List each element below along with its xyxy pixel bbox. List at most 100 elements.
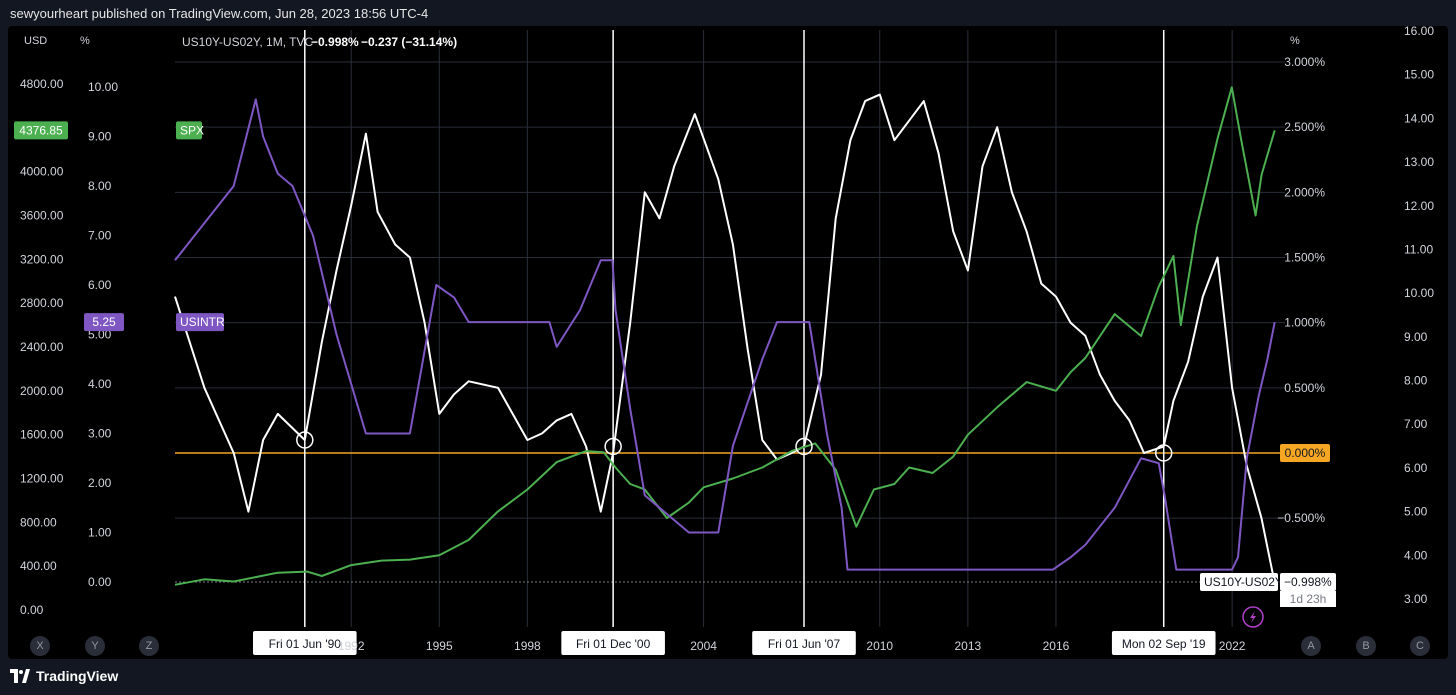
marker-circle	[296, 431, 314, 449]
time-tick-label: 2010	[866, 639, 893, 653]
marker-circle	[795, 437, 813, 456]
date-label-box	[752, 631, 856, 655]
far-right-tick-label: 5.00	[1404, 505, 1428, 519]
countdown-box	[1280, 591, 1336, 607]
right-pct-axis-title: %	[1290, 35, 1300, 47]
left-usd-tick-label: 1200.00	[20, 472, 64, 486]
far-right-tick-label: 8.00	[1404, 374, 1428, 388]
marker-circle	[604, 437, 622, 456]
left-pct-tick-label: 10.00	[88, 80, 118, 94]
far-right-tick-label: 7.00	[1404, 417, 1428, 431]
right-pct-tick-label: 1.000%	[1284, 316, 1325, 330]
legend-change: −0.237 (−31.14%)	[361, 35, 457, 49]
usintr-value-badge-box	[84, 313, 124, 332]
footer-brand: TradingView	[36, 668, 119, 684]
left-pct-tick-label: 1.00	[88, 526, 112, 540]
spread-value-badge-box	[1280, 573, 1336, 591]
far-right-tick-label: 6.00	[1404, 461, 1428, 475]
far-right-tick-label: 13.00	[1404, 155, 1434, 169]
left-usd-axis-title: USD	[24, 35, 47, 47]
far-right-tick-label: 3.00	[1404, 592, 1428, 606]
spx-value-badge: 4376.85	[19, 123, 63, 137]
left-pct-tick-label: 3.00	[88, 427, 112, 441]
date-label-box	[1111, 631, 1216, 655]
left-pct-tick-label: 7.00	[88, 229, 112, 243]
left-usd-tick-label: 4000.00	[20, 165, 64, 179]
time-tick-label: 2004	[690, 639, 717, 653]
left-pct-tick-label: 9.00	[88, 130, 112, 144]
right-pct-tick-label: 1.500%	[1284, 251, 1325, 265]
time-tick-label: 1998	[514, 639, 541, 653]
b-axis-button[interactable]: B	[1356, 636, 1376, 656]
far-right-tick-label: 16.00	[1404, 24, 1434, 38]
left-usd-tick-label: 0.00	[20, 603, 44, 617]
right-pct-tick-label: 2.500%	[1284, 120, 1325, 134]
time-tick-label: 1995	[426, 639, 453, 653]
spx-label-badge-box	[176, 121, 202, 140]
x-axis-button[interactable]: X	[30, 636, 50, 656]
left-usd-tick-label: 3200.00	[20, 252, 64, 266]
far-right-tick-label: 12.00	[1404, 199, 1434, 213]
date-label: Fri 01 Jun '90	[269, 637, 342, 651]
far-right-tick-label: 9.00	[1404, 330, 1428, 344]
zero-value-badge: 0.000%	[1285, 446, 1326, 460]
tradingview-logo-icon	[10, 669, 30, 683]
time-tick-label: 2013	[955, 639, 982, 653]
axis-labels: 1992 1995 1998 2004 2010 2013 2016 2022 4800.00 4…	[20, 24, 1434, 653]
z-axis-button[interactable]: Z	[139, 636, 159, 656]
date-label: Fri 01 Jun '07	[768, 637, 841, 651]
left-usd-tick-label: 2000.00	[20, 384, 64, 398]
grid-lines	[175, 30, 1285, 627]
usintr-label-badge-box	[176, 313, 224, 332]
marker-circles	[296, 431, 1173, 462]
left-usd-tick-label: 3600.00	[20, 209, 64, 223]
left-usd-tick-label: 4800.00	[20, 77, 64, 91]
usintr-label-badge: USINTR	[180, 315, 225, 329]
legend-symbol: US10Y-US02Y, 1M, TVC	[182, 35, 314, 49]
series-line-spx	[174, 86, 1276, 586]
right-pct-tick-label: 0.500%	[1284, 381, 1325, 395]
time-tick-label: 2016	[1043, 639, 1070, 653]
left-pct-tick-label: 8.00	[88, 179, 112, 193]
footer: TradingView	[10, 668, 118, 684]
a-axis-button[interactable]: A	[1301, 636, 1321, 656]
far-right-tick-label: 15.00	[1404, 68, 1434, 82]
left-usd-tick-label: 800.00	[20, 515, 57, 529]
y-axis-button[interactable]: Y	[85, 636, 105, 656]
usintr-value-badge: 5.25	[92, 315, 116, 329]
date-label-box	[561, 631, 665, 655]
left-usd-tick-label: 400.00	[20, 559, 57, 573]
series-line-us10y-us02y	[174, 93, 1276, 584]
spread-label-badge-box	[1200, 573, 1278, 591]
series-lines	[174, 86, 1276, 586]
c-axis-button[interactable]: C	[1410, 636, 1430, 656]
far-right-tick-label: 14.00	[1404, 111, 1434, 125]
right-pct-tick-label: 2.000%	[1284, 185, 1325, 199]
left-pct-axis-title: %	[80, 35, 90, 47]
left-usd-tick-label: 2400.00	[20, 340, 64, 354]
vertical-marker-lines: Fri 01 Jun '90 Fri 01 Dec '00 Fri 01 Jun '…	[252, 30, 1216, 655]
left-pct-tick-label: 4.00	[88, 377, 112, 391]
spx-value-badge-box	[14, 121, 68, 140]
spread-value-badge: −0.998%	[1284, 575, 1332, 589]
date-label: Fri 01 Dec '00	[576, 637, 651, 651]
right-pct-tick-label: −0.500%	[1277, 511, 1325, 525]
left-usd-tick-label: 1600.00	[20, 428, 64, 442]
left-pct-tick-label: 6.00	[88, 278, 112, 292]
date-label: Mon 02 Sep '19	[1122, 637, 1206, 651]
left-usd-tick-label: 2800.00	[20, 296, 64, 310]
marker-circle	[1154, 444, 1173, 462]
spread-label-badge: US10Y-US02Y	[1204, 575, 1283, 589]
published-header: sewyourheart published on TradingView.co…	[10, 6, 429, 21]
lightning-icon[interactable]	[1242, 606, 1264, 628]
spx-label-badge: SPX	[180, 123, 204, 137]
time-tick-label: 1992	[338, 639, 365, 653]
legend-value: −0.998%	[311, 35, 359, 49]
right-pct-tick-label: 3.000%	[1284, 55, 1325, 69]
countdown-label: 1d 23h	[1290, 592, 1327, 606]
series-line-usintr	[174, 98, 1276, 571]
time-tick-label: 2022	[1219, 639, 1246, 653]
left-pct-tick-label: 2.00	[88, 476, 112, 490]
far-right-tick-label: 4.00	[1404, 548, 1428, 562]
